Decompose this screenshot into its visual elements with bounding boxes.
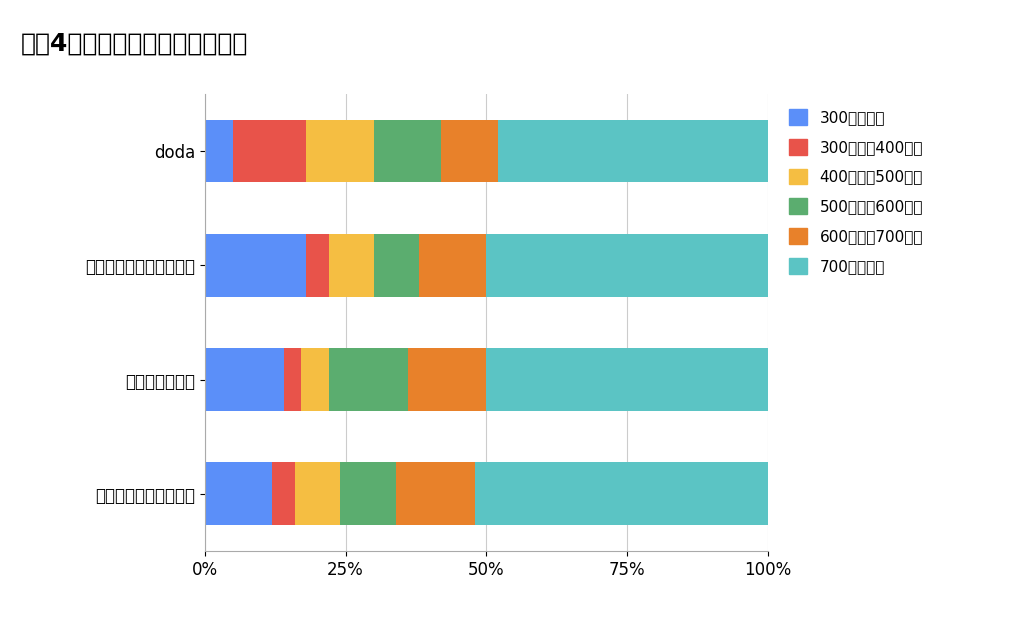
Bar [340, 463, 396, 525]
Bar [329, 348, 408, 411]
Bar [301, 348, 329, 411]
Bar [441, 120, 498, 182]
Bar [306, 120, 374, 182]
Bar [486, 348, 768, 411]
Bar [396, 463, 475, 525]
Bar [205, 348, 284, 411]
Bar [205, 120, 233, 182]
Bar [272, 463, 295, 525]
Bar [374, 234, 419, 297]
Text: 大手4社の求人の目安年収帯割合: 大手4社の求人の目安年収帯割合 [20, 31, 248, 55]
Bar [486, 234, 768, 297]
Bar [306, 234, 329, 297]
Bar [284, 348, 301, 411]
Bar [374, 120, 441, 182]
Bar [205, 234, 306, 297]
Bar [419, 234, 486, 297]
Legend: 300万円以下, 300万円～400万円, 400万円～500万円, 500万円～600万円, 600万円～700万円, 700万円以上: 300万円以下, 300万円～400万円, 400万円～500万円, 500万円… [781, 101, 931, 282]
Bar [408, 348, 486, 411]
Bar [475, 463, 768, 525]
Bar [329, 234, 374, 297]
Bar [295, 463, 340, 525]
Bar [205, 463, 272, 525]
Bar [233, 120, 306, 182]
Bar [498, 120, 768, 182]
